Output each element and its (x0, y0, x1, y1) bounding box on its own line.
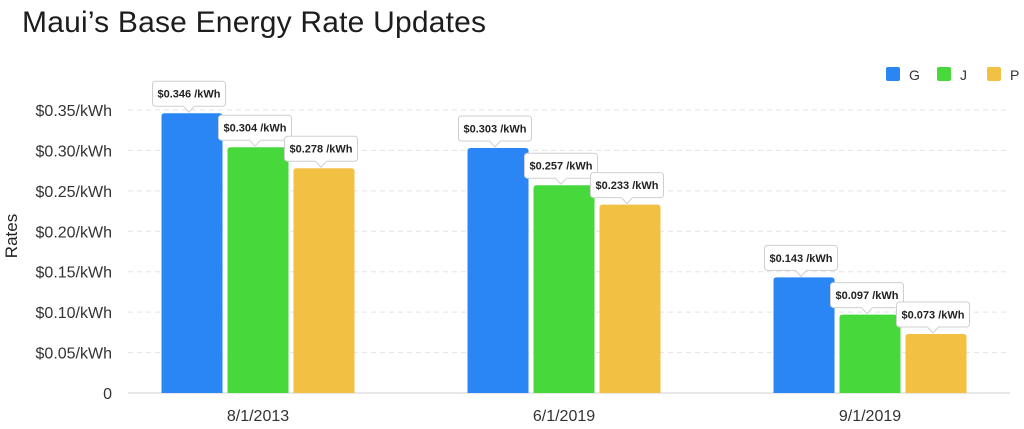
data-label-pointer (926, 326, 940, 334)
y-tick-label: 0 (103, 386, 112, 403)
data-label-text: $0.143 /kWh (770, 253, 833, 265)
y-tick-label: $0.10/kWh (36, 305, 112, 322)
x-tick-label: 9/1/2019 (839, 408, 901, 425)
bar-g[interactable] (161, 113, 223, 393)
x-axis-categories: 8/1/2013 6/1/2019 9/1/2019 (227, 408, 901, 425)
y-axis-label: Rates (2, 214, 21, 258)
chart-title: Maui’s Base Energy Rate Updates (22, 6, 487, 39)
bar-g[interactable] (773, 277, 835, 393)
y-tick-label: $0.15/kWh (36, 265, 112, 282)
y-tick-label: $0.20/kWh (36, 224, 112, 241)
bar-j[interactable] (533, 185, 595, 393)
data-label-pointer (488, 140, 502, 148)
data-label-text: $0.073 /kWh (902, 309, 965, 321)
data-label-pointer (860, 306, 874, 315)
legend-item-j[interactable]: J (937, 67, 967, 83)
data-label: $0.303 /kWh (458, 115, 532, 148)
legend-swatch (886, 67, 900, 81)
data-label-text: $0.097 /kWh (836, 290, 899, 302)
data-label: $0.233 /kWh (590, 172, 664, 205)
bar-p[interactable] (599, 204, 661, 393)
bars (161, 113, 967, 393)
data-label-pointer (794, 269, 808, 278)
x-tick-label: 8/1/2013 (227, 408, 289, 425)
y-tick-label: $0.25/kWh (36, 184, 112, 201)
data-label-pointer (554, 177, 568, 185)
legend-swatch (937, 67, 951, 81)
bar-p[interactable] (905, 333, 967, 393)
y-tick-label: $0.35/kWh (36, 103, 112, 120)
legend-label: G (909, 67, 920, 83)
legend-swatch (987, 67, 1001, 81)
data-label-text: $0.346 /kWh (158, 89, 221, 101)
bar-g[interactable] (467, 148, 529, 393)
data-labels: $0.346 /kWh $0.304 /kWh$0.278 /kWh $0.303 … (152, 80, 970, 334)
data-label-text: $0.257 /kWh (530, 161, 593, 173)
data-label-pointer (182, 105, 196, 113)
data-label-pointer (620, 196, 634, 205)
data-label: $0.304 /kWh (218, 114, 292, 147)
y-tick-label: $0.05/kWh (36, 346, 112, 363)
bar-p[interactable] (293, 168, 355, 393)
y-tick-label: $0.30/kWh (36, 143, 112, 160)
legend-label: P (1010, 67, 1019, 83)
bar-j[interactable] (839, 314, 901, 393)
data-label-text: $0.233 /kWh (596, 180, 659, 192)
legend-label: J (960, 67, 967, 83)
bar-j[interactable] (227, 147, 289, 393)
data-label-text: $0.303 /kWh (464, 124, 527, 136)
data-label-pointer (314, 160, 328, 168)
data-label-text: $0.278 /kWh (290, 144, 353, 156)
y-axis-ticks: 0 $0.05/kWh $0.10/kWh $0.15/kWh $0.20/kWh $0.… (36, 103, 113, 403)
x-tick-label: 6/1/2019 (533, 408, 595, 425)
legend-item-p[interactable]: P (987, 67, 1019, 83)
data-label: $0.346 /kWh (152, 80, 226, 113)
data-label: $0.143 /kWh (764, 244, 838, 278)
data-label: $0.257 /kWh (524, 152, 598, 185)
legend-item-g[interactable]: G (886, 67, 920, 83)
data-label: $0.073 /kWh (896, 301, 970, 334)
data-label-pointer (248, 139, 262, 147)
data-label: $0.097 /kWh (830, 282, 904, 315)
data-label-text: $0.304 /kWh (224, 123, 287, 135)
data-label: $0.278 /kWh (284, 135, 358, 168)
